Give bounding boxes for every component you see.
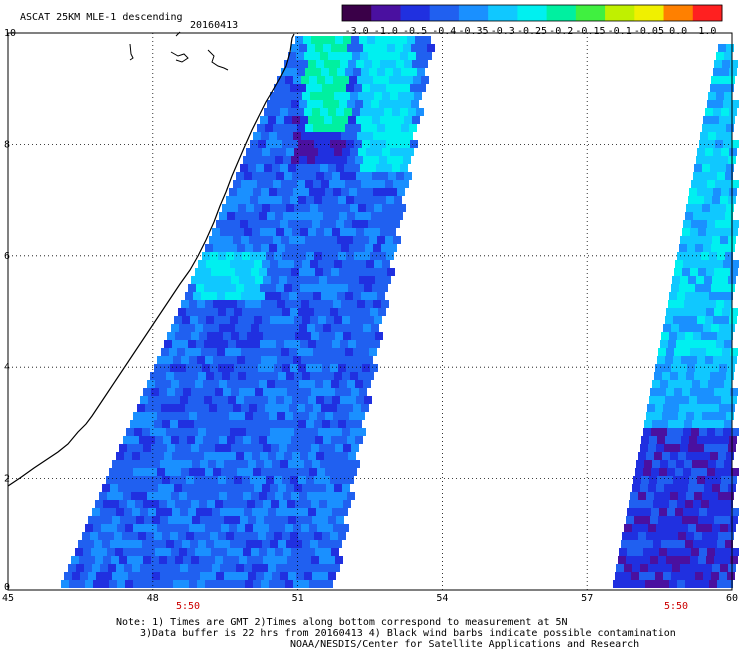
map-title: ASCAT 25KM MLE-1 descending — [20, 12, 183, 23]
island-outlines — [129, 31, 229, 71]
note-line-3: NOAA/NESDIS/Center for Satellite Applica… — [290, 639, 640, 650]
map-date: 20160413 — [190, 20, 239, 31]
note-line-2: 3)Data buffer is 22 hrs from 20160413 4)… — [140, 628, 676, 639]
colorbar-swatch — [488, 5, 518, 21]
axis-tick-labels: 45 48 51 54 57 60 0 2 4 6 8 10 — [2, 28, 738, 604]
y-tick-label: 10 — [4, 28, 16, 39]
colorbar-swatch — [400, 5, 431, 21]
colorbar-swatch — [517, 5, 548, 21]
colorbar-tick-label: -0.4 — [432, 26, 456, 37]
island — [170, 51, 189, 63]
y-tick-label: 0 — [4, 582, 10, 593]
colorbar-tick-label: 1.0 — [698, 26, 716, 37]
x-tick-label: 51 — [292, 593, 304, 604]
island — [129, 43, 134, 61]
colorbar: -3.0 -1.0 -0.5 -0.4 -0.35 -0.3 -0.25 -0.2 -0.15-… — [341, 4, 723, 37]
y-tick-label: 8 — [4, 139, 10, 150]
colorbar-swatch — [605, 5, 635, 21]
swath-layer — [61, 36, 739, 588]
x-tick-label: 54 — [436, 593, 448, 604]
colorbar-tick-label: -1.0 — [374, 26, 398, 37]
y-tick-label: 2 — [4, 474, 10, 485]
x-tick-label: 60 — [726, 593, 738, 604]
colorbar-swatch — [429, 5, 460, 21]
y-tick-label: 4 — [4, 362, 10, 373]
coastline — [7, 33, 295, 487]
colorbar-swatch — [342, 5, 372, 21]
colorbar-swatch — [371, 5, 401, 21]
colorbar-tick-label: -0.35 — [458, 26, 488, 37]
colorbar-tick-label: -0.25 — [517, 26, 547, 37]
note-line-1: Note: 1) Times are GMT 2)Times along bot… — [116, 617, 568, 628]
x-tick-label: 48 — [147, 593, 159, 604]
y-tick-label: 6 — [4, 251, 10, 262]
x-tick-label: 57 — [581, 593, 593, 604]
colorbar-tick-label: -0.15 — [575, 26, 605, 37]
colorbar-swatch — [546, 5, 577, 21]
colorbar-swatch — [692, 5, 723, 21]
colorbar-tick-label: -0.1 — [608, 26, 632, 37]
colorbar-tick-label: -0.2 — [549, 26, 573, 37]
colorbar-tick-label: -0.05 — [634, 26, 664, 37]
plot-frame — [7, 32, 733, 591]
island — [207, 49, 229, 71]
time-label-right: 5:50 — [664, 601, 689, 612]
grid-lines — [7, 32, 733, 591]
colorbar-swatch — [458, 5, 489, 21]
colorbar-tick-label: -0.5 — [403, 26, 427, 37]
x-tick-label: 45 — [2, 593, 14, 604]
colorbar-tick-label: 0.0 — [669, 26, 687, 37]
colorbar-tick-label: -0.3 — [491, 26, 515, 37]
colorbar-swatch — [634, 5, 665, 21]
colorbar-swatch — [575, 5, 606, 21]
island — [175, 31, 181, 37]
time-label-left: 5:50 — [176, 601, 201, 612]
colorbar-swatch — [663, 5, 694, 21]
colorbar-tick-label: -3.0 — [345, 26, 369, 37]
